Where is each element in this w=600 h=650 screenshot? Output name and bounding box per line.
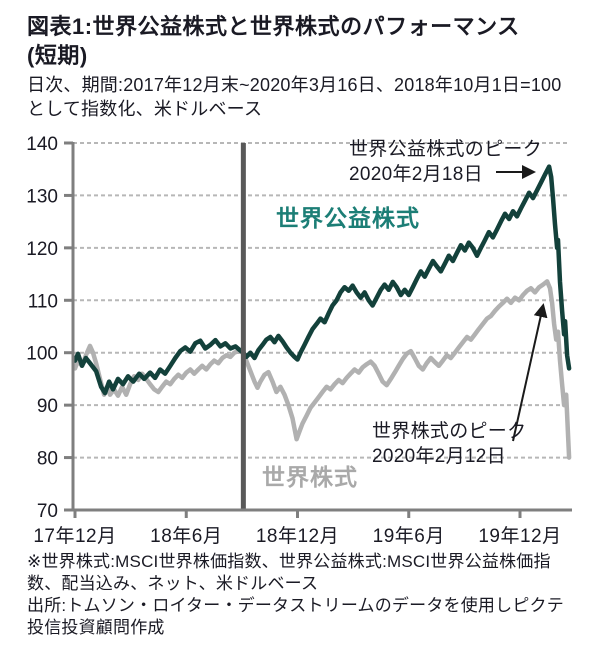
world-peak-annotation-line1: 世界株式のピーク xyxy=(372,421,527,442)
chart-header: 図表1:世界公益株式と世界株式のパフォーマンス (短期) 日次、期間:2017年… xyxy=(27,12,577,121)
utilities-peak-annotation: 世界公益株式のピーク 2020年2月18日 xyxy=(349,137,542,187)
chart-subtitle: 日次、期間:2017年12月末~2020年3月16日、2018年10月1日=10… xyxy=(27,75,562,119)
y-tick-label: 80 xyxy=(37,449,58,470)
x-tick-label: 17年12月 xyxy=(33,525,116,547)
reference-line-group xyxy=(240,143,246,510)
y-tick-label: 130 xyxy=(26,186,58,207)
world-equities-line xyxy=(72,279,572,460)
gridlines xyxy=(73,142,570,459)
x-tick-label: 19年6月 xyxy=(373,525,445,547)
y-tick-label: 120 xyxy=(26,239,58,260)
index-base-reference-line xyxy=(240,143,246,510)
x-tick-label: 18年12月 xyxy=(256,525,339,547)
y-tick-label: 90 xyxy=(37,396,58,417)
footnote-definitions: ※世界株式:MSCI世界株価指数、世界公益株式:MSCI世界公益株価指数、配当込… xyxy=(27,552,551,593)
y-tick-label: 70 xyxy=(37,501,58,522)
world-peak-annotation-line2: 2020年2月12日 xyxy=(372,446,506,467)
utilities-peak-annotation-line2: 2020年2月18日 xyxy=(349,164,483,185)
axis-labels: 140 130 120 110 100 90 80 70 17年12月 18年6月 18年12月 19… xyxy=(26,134,561,547)
y-tick-label: 100 xyxy=(26,344,58,365)
world-peak-annotation: 世界株式のピーク 2020年2月12日 xyxy=(372,419,526,469)
series-lines xyxy=(72,164,572,460)
world-utilities-line xyxy=(72,164,572,396)
y-tick-label: 140 xyxy=(26,134,58,155)
footnote-source: 出所:トムソン・ロイター・データストリームのデータを使用しピクテ投信投資顧問作成 xyxy=(27,596,564,637)
axes xyxy=(64,141,572,518)
footnotes: ※世界株式:MSCI世界株価指数、世界公益株式:MSCI世界公益株価指数、配当込… xyxy=(27,551,579,639)
world-peak-arrow-icon xyxy=(512,303,548,442)
utilities-peak-annotation-line1: 世界公益株式のピーク xyxy=(349,139,543,160)
x-tick-label: 18年6月 xyxy=(150,525,222,547)
utilities-series-label: 世界公益株式 xyxy=(276,205,420,231)
y-tick-label: 110 xyxy=(28,291,58,312)
chart-title-line1: 図表1:世界公益株式と世界株式のパフォーマンス xyxy=(27,14,520,39)
x-tick-label: 19年12月 xyxy=(478,525,561,547)
world-series-label: 世界株式 xyxy=(262,464,358,490)
chart-title-line2: (短期) xyxy=(27,43,88,68)
